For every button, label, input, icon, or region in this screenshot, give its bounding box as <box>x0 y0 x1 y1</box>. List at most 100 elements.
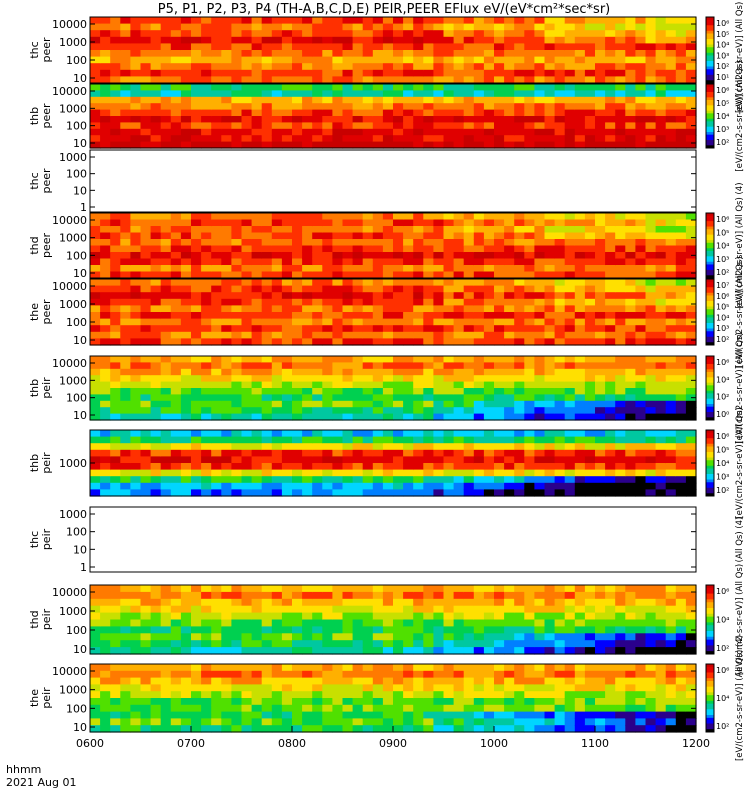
heatmap-cell <box>443 318 455 326</box>
heatmap-cell <box>221 285 232 293</box>
heatmap-cell <box>625 318 636 326</box>
heatmap-cell <box>191 598 202 607</box>
heatmap-cell <box>170 612 182 621</box>
heatmap-cell <box>605 84 616 91</box>
heatmap-cell <box>504 292 515 300</box>
heatmap-cell <box>90 56 101 64</box>
heatmap-cell <box>271 725 283 733</box>
heatmap-cell <box>685 63 697 71</box>
heatmap-cell <box>514 375 525 383</box>
heatmap-cell <box>211 718 222 726</box>
heatmap-cell <box>534 591 546 600</box>
heatmap-cell <box>554 585 566 593</box>
heatmap-cell <box>191 56 202 64</box>
colorbar-segment <box>706 39 714 43</box>
heatmap-cell <box>584 50 596 58</box>
heatmap-cell <box>191 362 202 370</box>
heatmap-cell <box>271 109 283 117</box>
heatmap-cell <box>625 463 636 471</box>
heatmap-cell <box>120 245 131 253</box>
heatmap-cell <box>433 605 445 614</box>
heatmap-cell <box>100 612 111 621</box>
heatmap-cell <box>393 298 404 306</box>
colorbar-segment <box>706 401 714 405</box>
heatmap-cell <box>433 325 445 333</box>
heatmap-cell <box>241 219 253 227</box>
heatmap-cell <box>574 598 586 607</box>
heatmap-cell <box>292 394 303 402</box>
heatmap-cell <box>90 482 101 490</box>
heatmap-cell <box>100 312 111 320</box>
heatmap-cell <box>413 30 424 38</box>
heatmap-cell <box>362 239 374 247</box>
heatmap-cell <box>211 368 222 376</box>
heatmap-cell <box>180 122 192 130</box>
heatmap-cell <box>504 90 515 98</box>
heatmap-cell <box>221 704 232 713</box>
heatmap-cell <box>433 598 445 607</box>
heatmap-cell <box>312 17 323 25</box>
heatmap-cell <box>504 331 515 339</box>
heatmap-cell <box>322 612 333 621</box>
heatmap-cell <box>625 598 636 607</box>
heatmap-cell <box>665 30 677 38</box>
heatmap-cell <box>655 482 667 490</box>
heatmap-cell <box>423 612 434 621</box>
heatmap-cell <box>453 135 465 143</box>
heatmap-cell <box>211 612 222 621</box>
heatmap-cell <box>645 90 657 98</box>
heatmap-cell <box>443 449 455 457</box>
heatmap-cell <box>191 298 202 306</box>
heatmap-cell <box>302 585 313 593</box>
heatmap-cell <box>292 109 303 117</box>
heatmap-cell <box>534 670 546 679</box>
heatmap-cell <box>483 271 495 279</box>
heatmap-cell <box>554 50 566 58</box>
heatmap-cell <box>403 279 414 287</box>
heatmap-cell <box>574 394 586 402</box>
heatmap-cell <box>281 279 293 287</box>
heatmap-cell <box>463 711 475 719</box>
heatmap-cell <box>595 381 606 389</box>
heatmap-cell <box>130 711 142 719</box>
heatmap-cell <box>90 443 101 451</box>
heatmap-cell <box>322 271 333 279</box>
colorbar-segment <box>706 325 714 329</box>
heatmap-cell <box>423 605 434 614</box>
heatmap-cell <box>362 585 374 593</box>
heatmap-cell <box>231 605 243 614</box>
heatmap-cell <box>625 591 636 600</box>
heatmap-cell <box>191 691 202 699</box>
heatmap-cell <box>463 591 475 600</box>
heatmap-cell <box>372 489 384 497</box>
heatmap-cell <box>261 394 273 402</box>
heatmap-cell <box>574 381 586 389</box>
heatmap-cell <box>211 338 222 346</box>
heatmap-cell <box>201 356 212 363</box>
heatmap-cell <box>271 239 283 247</box>
heatmap-cell <box>635 605 647 614</box>
heatmap-cell <box>494 436 505 444</box>
heatmap-cell <box>413 711 424 719</box>
heatmap-cell <box>372 292 384 300</box>
heatmap-cell <box>615 633 626 641</box>
heatmap-cell <box>251 96 263 104</box>
heatmap-cell <box>201 591 212 600</box>
heatmap-cell <box>332 103 344 111</box>
heatmap-cell <box>524 245 535 253</box>
heatmap-cell <box>201 381 212 389</box>
heatmap-cell <box>443 325 455 333</box>
heatmap-cell <box>302 612 313 621</box>
heatmap-cell <box>382 63 394 71</box>
heatmap-cell <box>564 640 576 648</box>
heatmap-cell <box>100 239 111 247</box>
heatmap-cell <box>584 63 596 71</box>
colorbar-segment <box>706 97 714 101</box>
heatmap-cell <box>544 239 556 247</box>
heatmap-cell <box>302 128 313 136</box>
heatmap-cell <box>393 368 404 376</box>
heatmap-cell <box>332 436 344 444</box>
heatmap-cell <box>453 704 465 713</box>
heatmap-cell <box>675 219 687 227</box>
heatmap-cell <box>615 63 626 71</box>
